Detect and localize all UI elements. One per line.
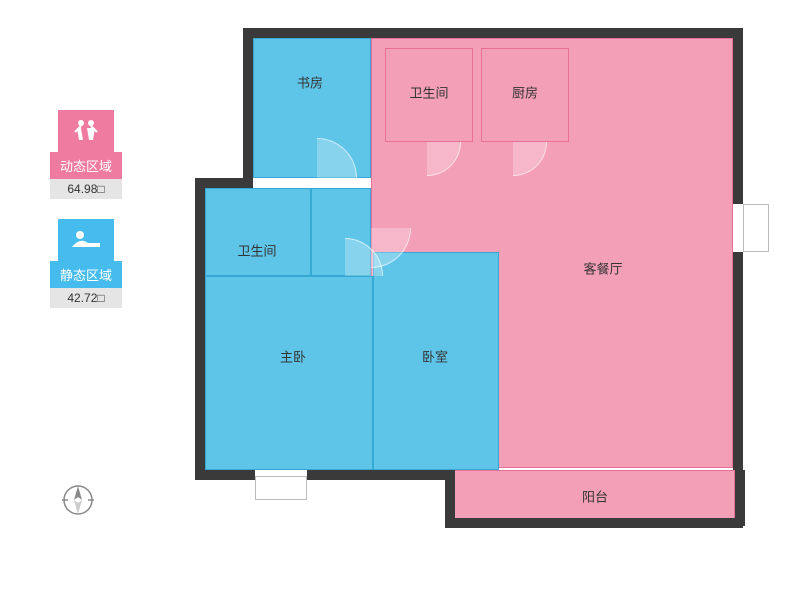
room-label-balcony: 阳台 [582,487,608,506]
room-label-study: 书房 [297,73,323,92]
wall-6 [195,470,255,480]
wall-3 [733,252,743,470]
legend-static-value: 42.72□ [50,288,122,308]
room-label-bedroom: 卧室 [422,347,448,366]
room-label-master: 主卧 [280,347,306,366]
legend-dynamic-value: 64.98□ [50,179,122,199]
legend-static-title: 静态区域 [50,261,122,288]
compass-icon [58,480,98,525]
room-label-bath2: 卫生间 [237,241,276,260]
window-1 [255,476,307,500]
wall-0 [243,28,743,38]
room-bath2 [205,188,311,276]
legend-dynamic-title: 动态区域 [50,152,122,179]
wall-7 [307,470,453,480]
rest-icon [58,219,114,261]
floorplan: 书房卫生间厨房卫生间主卧卧室阳台客餐厅 [195,20,765,570]
room-label-living: 客餐厅 [583,259,622,278]
room-study [253,38,371,178]
wall-5 [195,178,205,478]
legend-panel: 动态区域 64.98□ 静态区域 42.72□ [50,110,122,328]
wall-2 [733,28,743,204]
legend-dynamic: 动态区域 64.98□ [50,110,122,199]
room-master [205,276,373,470]
people-icon [58,110,114,152]
window-0 [743,204,769,252]
room-label-bath1: 卫生间 [409,83,448,102]
wall-9 [445,518,743,528]
room-label-kitchen: 厨房 [512,83,538,102]
wall-1 [243,28,253,178]
legend-static: 静态区域 42.72□ [50,219,122,308]
wall-10 [735,470,745,526]
